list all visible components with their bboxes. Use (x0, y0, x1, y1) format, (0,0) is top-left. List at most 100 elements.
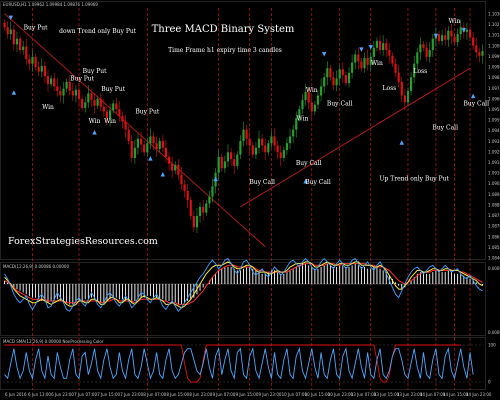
candle-body (155, 143, 158, 149)
up-arrow-icon (92, 130, 97, 135)
time-tick-label: 6 Jun 2016 (5, 392, 27, 397)
candle-body (84, 102, 87, 108)
annotation-label: Up Trend only Buy Put (379, 176, 449, 183)
candle-body (378, 40, 382, 51)
candle-body (108, 110, 112, 119)
candle-body (236, 154, 239, 166)
price-tick-label: 1.10305 (488, 12, 500, 17)
up-arrow-icon (399, 140, 404, 145)
price-tick-label: 1.09900 (488, 65, 500, 70)
candle-body (102, 106, 105, 112)
macd-tick-label: 0.000000 (488, 266, 500, 271)
candle-body (264, 145, 267, 153)
candle-body (18, 38, 22, 51)
candle-body (453, 36, 456, 43)
annotation-label: Loss (382, 85, 396, 92)
candle-body (422, 44, 425, 48)
candle-body (403, 95, 406, 103)
price-tick-label: 1.10060 (488, 43, 500, 48)
candle-body (382, 43, 385, 51)
candle-body (99, 98, 102, 107)
candle-body (167, 156, 171, 164)
candle-body (115, 103, 118, 110)
vertical-markers (32, 8, 471, 390)
candle-body (130, 140, 133, 158)
candle-body (233, 159, 236, 166)
candle-body (146, 143, 149, 153)
up-arrow-icon (303, 178, 308, 184)
signal-arrows (8, 15, 476, 184)
annotation-label: Win (89, 118, 101, 125)
candle-body (310, 102, 313, 112)
trendlines (4, 13, 471, 248)
candle-body (9, 29, 12, 35)
candle-body (136, 138, 140, 148)
time-tick-label: 10 Jun 07:00 (282, 392, 308, 397)
candle-body (332, 77, 335, 86)
candle-body (164, 147, 168, 157)
candle-body (180, 175, 183, 185)
chart-title: Three MACD Binary System (152, 24, 295, 35)
candle-body (437, 34, 441, 41)
candle-body (360, 61, 363, 69)
candle-body (6, 27, 9, 35)
candle-body (304, 92, 307, 101)
candle-body (472, 37, 475, 46)
candle-body (363, 58, 366, 69)
candle-body (90, 93, 93, 101)
annotation-label: Win (449, 18, 461, 25)
price-tick-label: 1.09100 (488, 171, 500, 176)
candle-body (307, 92, 310, 103)
annotation-label: Buy Call (327, 101, 353, 108)
candle-body (40, 65, 43, 72)
candle-body (267, 143, 270, 153)
candle-body (416, 52, 419, 64)
time-tick-label: 9 Jun 15:00 (236, 392, 259, 397)
macd-tick-label: 0.000000 (488, 330, 500, 335)
candle-body (56, 86, 59, 91)
candle-body (177, 164, 180, 176)
candle-body (391, 55, 394, 64)
candle-body (96, 98, 99, 106)
candle-body (406, 90, 410, 103)
candle-body (450, 30, 453, 37)
candle-body (341, 69, 344, 76)
candle-body (53, 78, 56, 87)
annotation-label: Buy Put (135, 109, 159, 116)
trendline-up-trend (240, 67, 471, 208)
price-tick-label: 1.09020 (488, 181, 500, 186)
annotations: Buy Put down Trend only Buy Put Buy Put Buy… (24, 18, 489, 186)
price-tick-label: 1.08460 (488, 256, 500, 261)
candle-body (133, 147, 136, 158)
candle-body (394, 63, 397, 73)
candle-body (344, 75, 347, 83)
candle-body (254, 147, 257, 155)
candle-body (313, 104, 316, 112)
down-arrow-icon (359, 47, 364, 52)
candle-body (413, 63, 416, 78)
time-tick-label: 10 Jun 15:00 (305, 392, 331, 397)
annotation-label: down Trend only Buy Put (59, 28, 137, 35)
candle-body (369, 56, 372, 65)
candle-body (357, 54, 360, 62)
annotation-label: Win (104, 118, 116, 125)
annotation-label: Loss (414, 68, 428, 75)
annotation-label: Win (306, 87, 318, 94)
price-tick-label: 1.09820 (488, 75, 500, 80)
down-arrow-icon (321, 51, 327, 57)
candle-body (351, 62, 354, 73)
candle-body (93, 100, 96, 106)
annotation-label: Buy Put (24, 25, 48, 32)
candle-body (205, 203, 208, 213)
candle-body (152, 136, 155, 144)
down-arrow-icon (433, 33, 439, 39)
time-tick-label: 6 Jun 23:00 (51, 392, 74, 397)
candle-body (161, 140, 164, 148)
candle-body (31, 56, 34, 64)
candle-body (257, 138, 261, 148)
candle-body (385, 43, 388, 51)
candle-body (431, 38, 434, 51)
price-tick-label: 1.09740 (488, 86, 500, 91)
candle-body (285, 143, 289, 151)
